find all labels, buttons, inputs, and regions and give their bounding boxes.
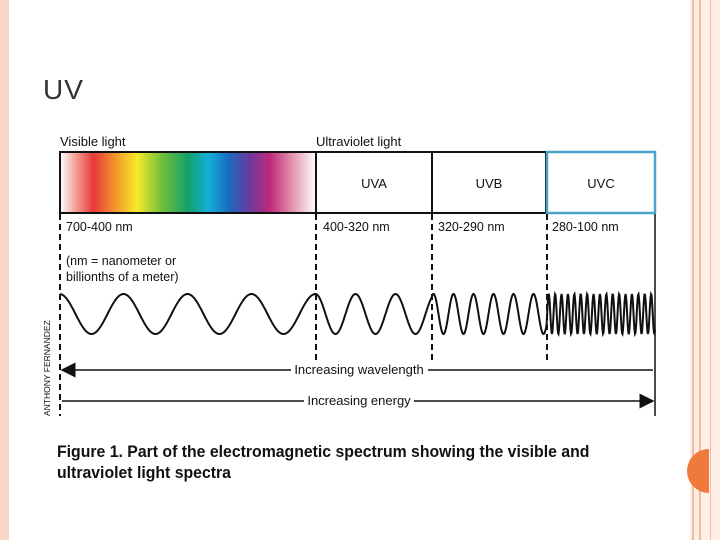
slide-frame-line (692, 0, 694, 540)
visible-light-label: Visible light (60, 134, 126, 149)
caption-line2: ultraviolet light spectra (57, 463, 231, 482)
caption-line1: Figure 1. Part of the electromagnetic sp… (57, 442, 590, 461)
spectrum-diagram: Visible light Ultraviolet light UVA UVB … (42, 134, 657, 416)
photo-credit: ANTHONY FERNANDEZ (42, 320, 52, 416)
uvb-box (431, 151, 547, 214)
ultraviolet-light-label: Ultraviolet light (316, 134, 402, 149)
slide-frame-line (710, 0, 711, 540)
uvc-box (545, 150, 657, 215)
slide-frame-line (699, 0, 701, 540)
uvc-label: UVC (587, 176, 614, 191)
uvb-range-label: 320-290 nm (438, 220, 505, 234)
nm-note-line1: (nm = nanometer or (66, 254, 176, 268)
slide-frame-left (0, 0, 9, 540)
nm-note-line2: billionths of a meter) (66, 270, 179, 284)
uva-label: UVA (361, 176, 387, 191)
wave-line (59, 290, 656, 338)
energy-arrow-label: Increasing energy (307, 393, 411, 408)
wavelength-arrow-label: Increasing wavelength (294, 362, 423, 377)
figure-caption: Figure 1. Part of the electromagnetic sp… (57, 441, 596, 483)
uvc-range-label: 280-100 nm (552, 220, 619, 234)
uva-range-label: 400-320 nm (323, 220, 390, 234)
uvb-label: UVB (476, 176, 503, 191)
uva-box (315, 151, 433, 214)
orange-half-circle (687, 449, 709, 493)
slide-title: UV (43, 74, 84, 105)
visible-range-label: 700-400 nm (66, 220, 133, 234)
visible-spectrum-box (59, 151, 317, 214)
